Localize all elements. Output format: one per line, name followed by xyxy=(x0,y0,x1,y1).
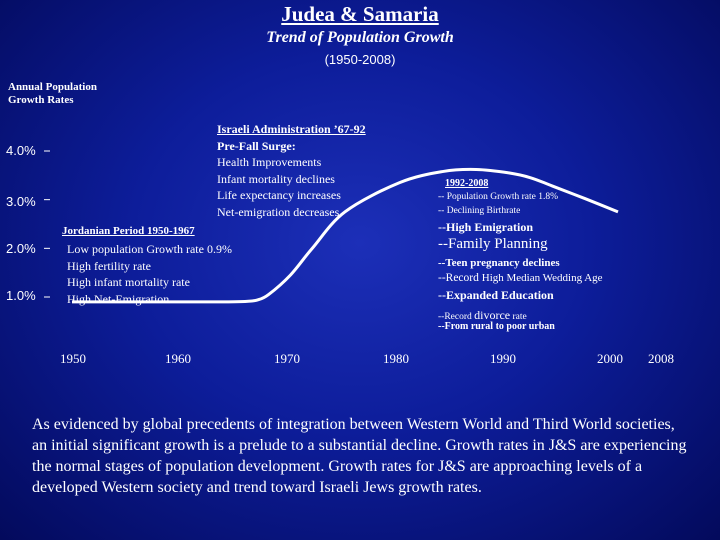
y-tick-label: 2.0% xyxy=(6,241,36,256)
y-tick-label: 4.0% xyxy=(6,143,36,158)
annotation-subheading: Pre-Fall Surge: xyxy=(217,138,296,153)
annotation-recent-heading: 1992-2008 xyxy=(445,178,489,189)
annotation-jordanian-heading: Jordanian Period 1950-1967 xyxy=(62,225,195,237)
annotation-line: --Expanded Education xyxy=(438,288,554,302)
annotation-line: Infant mortality declines xyxy=(217,171,335,186)
annotation-line: --Teen pregnancy declines xyxy=(438,257,560,269)
annotation-text: High Median Wedding Age xyxy=(481,272,603,284)
chart-subtitle: Trend of Population Growth xyxy=(266,29,454,46)
annotation-line: -- Declining Birthrate xyxy=(438,206,521,216)
x-tick-label: 1960 xyxy=(165,351,191,366)
annotation-divorce: --Record divorce rate xyxy=(438,306,527,324)
annotation-line: High infant mortality rate xyxy=(67,275,190,289)
annotation-line: Low population Growth rate 0.9% xyxy=(67,242,232,256)
footer-text: As evidenced by global precedents of int… xyxy=(32,416,687,496)
x-tick-label: 2008 xyxy=(648,351,674,366)
annotation-israeli: Israeli Administration ’67-92 Pre-Fall S… xyxy=(217,121,366,220)
annotation-text: --Record xyxy=(438,272,482,284)
x-tick-label: 1990 xyxy=(490,351,516,366)
annotation-heading: Israeli Administration ’67-92 xyxy=(217,122,366,136)
annotation-line: --Family Planning xyxy=(438,236,548,252)
y-axis-label-line: Annual Population xyxy=(8,81,97,93)
annotation-jordanian: Low population Growth rate 0.9% High fer… xyxy=(67,241,232,307)
y-tick-label: 3.0% xyxy=(6,194,36,209)
annotation-line: High Net-Emigration xyxy=(67,291,170,306)
annotation-line: Net-emigration decreases xyxy=(217,204,340,219)
annotation-text: divorce xyxy=(474,308,511,322)
chart-title: Judea & Samaria xyxy=(281,2,439,26)
y-tick-label: 1.0% xyxy=(6,288,36,303)
x-tick-label: 1950 xyxy=(60,351,86,366)
annotation-line: --From rural to poor urban xyxy=(438,321,555,332)
annotation-line: -- Population Growth rate 1.8% xyxy=(438,192,559,202)
x-tick-label: 2000 xyxy=(597,351,623,366)
x-tick-label: 1980 xyxy=(383,351,409,366)
y-axis-label-line: Growth Rates xyxy=(8,94,74,106)
chart-period: (1950-2008) xyxy=(324,52,396,67)
annotation-line: High fertility rate xyxy=(67,258,151,273)
annotation-text: rate xyxy=(510,312,527,322)
annotation-line: Health Improvements xyxy=(217,155,322,169)
annotation-line: --High Emigration xyxy=(438,220,533,234)
y-axis-label: Annual Population Growth Rates xyxy=(8,81,97,107)
annotation-wedding-age: --Record High Median Wedding Age xyxy=(438,272,603,284)
x-tick-label: 1970 xyxy=(274,351,300,366)
series-line xyxy=(71,167,619,304)
annotation-line: Life expectancy increases xyxy=(217,188,341,202)
annotation-text: --Record xyxy=(438,312,475,322)
